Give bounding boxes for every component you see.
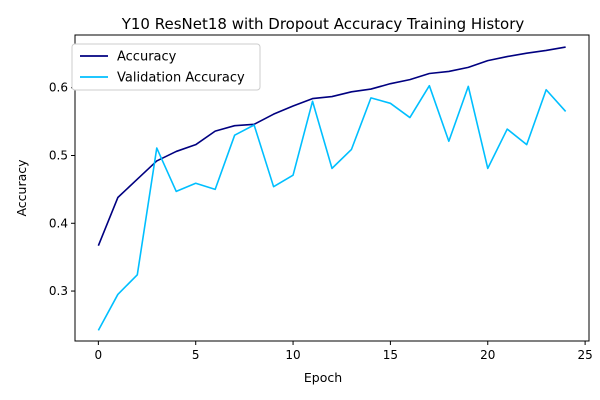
series-line-accuracy — [97, 46, 566, 246]
legend-box — [71, 43, 261, 91]
data-point-validation-accuracy — [565, 111, 567, 113]
data-point-accuracy — [545, 50, 547, 52]
legend: Accuracy Validation Accuracy — [71, 43, 261, 91]
x-tick-label: 5 — [192, 348, 200, 362]
data-point-accuracy — [195, 144, 197, 146]
data-point-accuracy — [273, 113, 275, 115]
data-point-accuracy — [448, 71, 450, 73]
data-point-validation-accuracy — [234, 134, 236, 136]
data-point-accuracy — [506, 56, 508, 58]
data-point-accuracy — [429, 73, 431, 75]
series-line-validation-accuracy — [97, 84, 567, 331]
y-tick-label: 0.6 — [49, 81, 68, 95]
legend-label-validation-accuracy: Validation Accuracy — [117, 71, 245, 86]
data-point-accuracy — [175, 151, 177, 153]
legend-label-accuracy: Accuracy — [117, 50, 177, 65]
data-point-validation-accuracy — [273, 186, 275, 188]
x-axis-label: Epoch — [304, 370, 342, 385]
x-tick-label: 0 — [95, 348, 103, 362]
data-point-validation-accuracy — [253, 124, 255, 126]
x-tick-label: 10 — [285, 348, 300, 362]
y-axis-label: Accuracy — [14, 159, 29, 217]
data-point-validation-accuracy — [137, 274, 139, 276]
plot-area — [74, 34, 590, 342]
data-point-accuracy — [331, 96, 333, 98]
data-point-validation-accuracy — [195, 182, 197, 184]
series-layer — [97, 46, 567, 332]
data-point-accuracy — [234, 125, 236, 127]
data-point-accuracy — [409, 79, 411, 81]
data-point-validation-accuracy — [292, 174, 294, 176]
data-point-validation-accuracy — [390, 103, 392, 105]
data-point-validation-accuracy — [312, 100, 314, 102]
data-point-accuracy — [117, 197, 119, 199]
data-point-validation-accuracy — [487, 168, 489, 170]
data-point-validation-accuracy — [156, 147, 158, 149]
data-point-validation-accuracy — [331, 168, 333, 170]
data-point-accuracy — [137, 178, 139, 180]
y-tick-label: 0.5 — [49, 149, 68, 163]
data-point-accuracy — [487, 60, 489, 62]
data-point-validation-accuracy — [526, 144, 528, 146]
data-point-validation-accuracy — [175, 191, 177, 193]
y-tick-label: 0.3 — [49, 284, 68, 298]
data-point-validation-accuracy — [506, 128, 508, 130]
data-point-accuracy — [467, 67, 469, 69]
data-point-accuracy — [312, 98, 314, 100]
data-point-validation-accuracy — [467, 86, 469, 88]
data-point-accuracy — [292, 105, 294, 107]
data-point-validation-accuracy — [98, 330, 100, 332]
data-point-accuracy — [526, 52, 528, 54]
data-point-validation-accuracy — [117, 294, 119, 296]
data-point-validation-accuracy — [370, 97, 372, 99]
data-point-accuracy — [370, 88, 372, 90]
data-point-accuracy — [565, 46, 567, 48]
data-point-validation-accuracy — [448, 140, 450, 142]
data-point-validation-accuracy — [214, 189, 216, 191]
data-point-accuracy — [351, 91, 353, 93]
data-point-validation-accuracy — [409, 117, 411, 119]
y-axis: 0.3 0.4 0.5 0.6 — [49, 81, 75, 298]
data-point-accuracy — [390, 83, 392, 85]
data-point-accuracy — [98, 245, 100, 247]
x-axis: 0 5 10 15 20 25 — [95, 341, 593, 362]
data-point-validation-accuracy — [351, 149, 353, 151]
data-point-validation-accuracy — [429, 85, 431, 87]
data-point-accuracy — [214, 130, 216, 132]
x-tick-label: 20 — [480, 348, 495, 362]
data-point-accuracy — [156, 160, 158, 162]
y-tick-label: 0.4 — [49, 216, 68, 230]
data-point-validation-accuracy — [545, 89, 547, 91]
x-tick-label: 15 — [383, 348, 398, 362]
x-tick-label: 25 — [577, 348, 592, 362]
chart-title: Y10 ResNet18 with Dropout Accuracy Train… — [121, 15, 525, 33]
